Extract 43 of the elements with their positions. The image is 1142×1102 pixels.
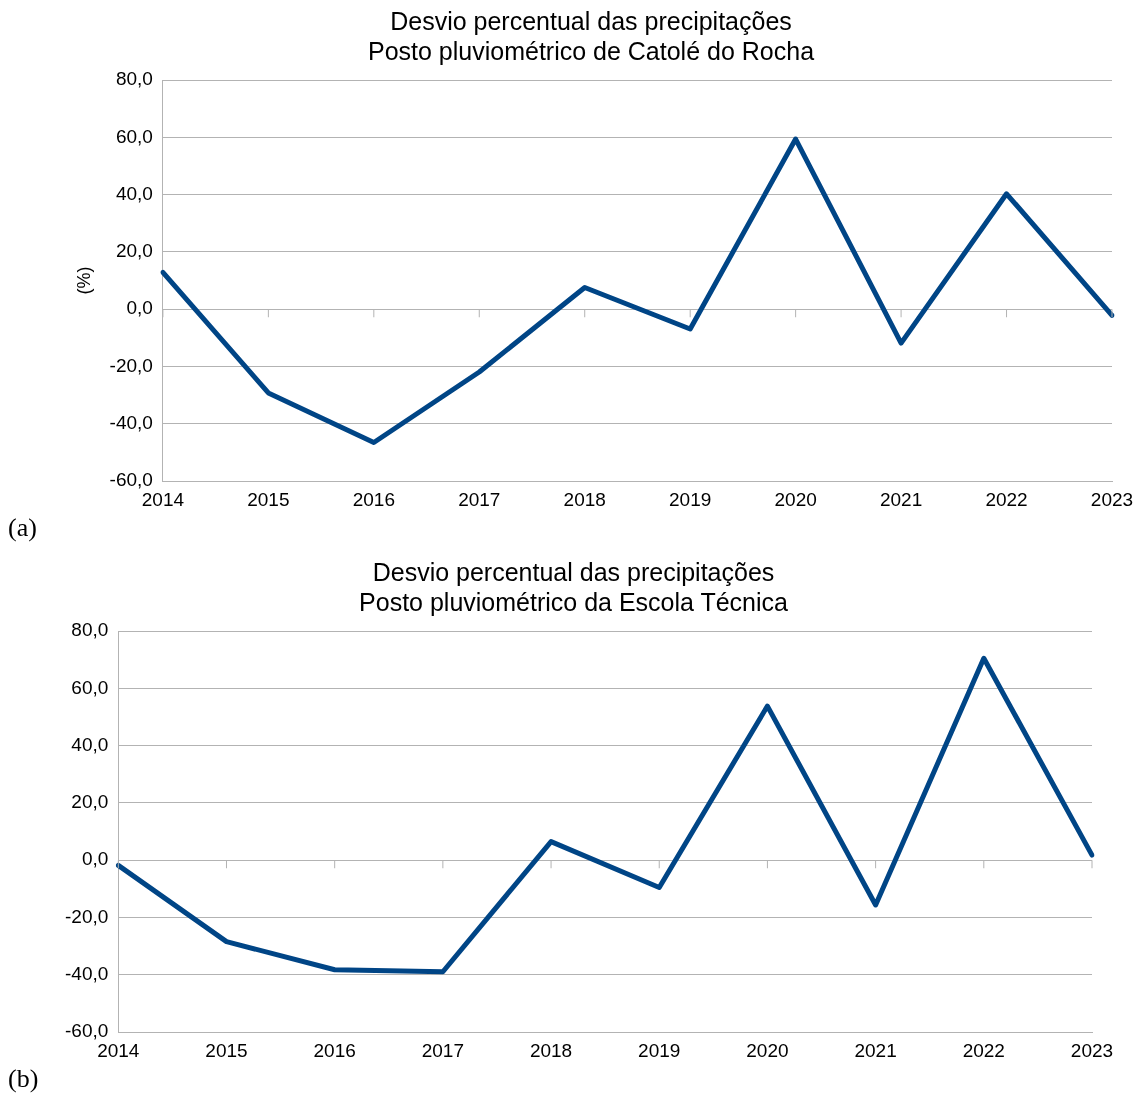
y-tick-label: 40,0	[71, 733, 109, 755]
chart-title: Desvio percentual das precipitações	[390, 6, 792, 35]
x-tick-label: 2016	[352, 488, 395, 510]
x-tick-label: 2020	[746, 1039, 789, 1061]
x-tick-label: 2021	[879, 488, 923, 510]
y-tick-label: -60,0	[109, 469, 153, 491]
x-tick-label: 2022	[962, 1039, 1005, 1061]
x-tick-label: 2023	[1090, 488, 1134, 510]
text: (b)	[8, 1064, 39, 1094]
chart-title: Desvio percentual das precipitações	[372, 557, 775, 586]
y-axis-title: (%)	[73, 266, 94, 295]
y-tick-label: 20,0	[71, 791, 109, 813]
x-tick-label: 2015	[205, 1039, 248, 1061]
x-tick-label: 2018	[563, 488, 606, 510]
y-tick-label: 80,0	[115, 68, 153, 90]
text: (a)	[8, 513, 37, 543]
x-tick-label: 2018	[529, 1039, 573, 1061]
chart-subtitle: Posto pluviométrico da Escola Técnica	[359, 587, 789, 616]
x-tick-label: 2014	[141, 488, 185, 510]
y-tick-label: 80,0	[71, 619, 109, 641]
x-tick-label: 2016	[313, 1039, 356, 1061]
y-tick-label: -40,0	[64, 963, 109, 985]
y-tick-label: 0,0	[126, 297, 153, 319]
x-tick-label: 2022	[985, 488, 1028, 510]
x-tick-label: 2017	[421, 1039, 465, 1061]
x-tick-label: 2019	[638, 1039, 681, 1061]
y-tick-label: 60,0	[115, 125, 153, 147]
y-tick-label: -60,0	[64, 1020, 109, 1042]
y-tick-label: -40,0	[109, 412, 153, 434]
y-tick-label: 0,0	[81, 848, 109, 870]
chart-subtitle: Posto pluviométrico de Catolé do Rocha	[367, 36, 815, 65]
y-tick-label: -20,0	[109, 354, 153, 376]
x-tick-label: 2023	[1070, 1039, 1114, 1061]
y-tick-label: 60,0	[71, 676, 109, 698]
x-tick-label: 2019	[669, 488, 712, 510]
y-tick-label: 40,0	[115, 182, 153, 204]
x-tick-label: 2015	[247, 488, 290, 510]
y-tick-label: 20,0	[115, 240, 153, 262]
x-tick-label: 2017	[458, 488, 501, 510]
x-tick-label: 2020	[774, 488, 817, 510]
y-tick-label: -20,0	[64, 905, 109, 927]
x-tick-label: 2014	[97, 1039, 140, 1061]
x-tick-label: 2021	[854, 1039, 897, 1061]
